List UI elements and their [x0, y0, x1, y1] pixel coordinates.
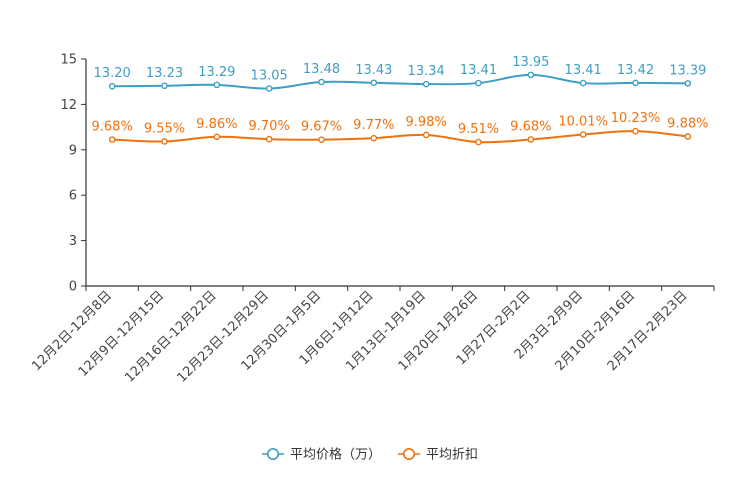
legend: 平均价格（万） 平均折扣 [262, 447, 478, 463]
data-point-price[interactable] [213, 81, 221, 89]
data-label-price: 13.23 [146, 66, 183, 81]
data-point-discount[interactable] [684, 133, 692, 140]
x-tick-label: 12月16日-12月22日 [122, 288, 219, 385]
x-tick-label: 12月23日-12月29日 [175, 288, 272, 385]
data-label-price: 13.41 [565, 63, 602, 78]
data-point-discount[interactable] [265, 135, 273, 143]
legend-item-discount[interactable]: 平均折扣 [398, 448, 478, 463]
data-label-price: 13.29 [198, 65, 235, 80]
data-point-discount[interactable] [579, 131, 587, 138]
data-label-price: 13.05 [251, 69, 288, 84]
data-point-price[interactable] [527, 71, 535, 79]
data-label-price: 13.42 [617, 63, 654, 78]
legend-marker-icon [402, 447, 415, 460]
data-label-discount: 9.70% [249, 119, 290, 134]
y-tick-label: 12 [60, 98, 77, 113]
data-point-discount[interactable] [318, 136, 325, 143]
data-label-price: 13.43 [355, 63, 392, 78]
data-label-price: 13.48 [303, 62, 340, 77]
data-point-discount[interactable] [527, 136, 535, 143]
y-tick-label: 3 [69, 234, 77, 249]
data-label-discount: 9.88% [667, 116, 708, 131]
data-point-discount[interactable] [475, 138, 482, 146]
data-label-discount: 9.51% [458, 122, 499, 137]
data-labels: 13.20 13.23 13.29 13.05 13.48 13.43 13.34 13.41… [92, 55, 709, 137]
data-label-discount: 10.01% [558, 115, 608, 130]
y-tick-label: 15 [60, 53, 77, 68]
legend-label: 平均折扣 [426, 448, 478, 463]
data-point-price[interactable] [684, 80, 692, 87]
data-point-price[interactable] [422, 80, 430, 88]
data-point-discount[interactable] [213, 133, 221, 141]
legend-marker-icon [266, 447, 279, 460]
legend-label: 平均价格（万） [290, 447, 381, 463]
data-point-price[interactable] [370, 79, 378, 87]
data-point-discount[interactable] [422, 131, 430, 139]
data-label-price: 13.41 [460, 63, 497, 78]
data-label-discount: 9.86% [196, 117, 237, 132]
series-line-discount [112, 130, 688, 144]
data-label-discount: 9.77% [353, 118, 394, 133]
data-label-discount: 10.23% [611, 111, 661, 126]
series-line-price [112, 73, 688, 90]
data-point-discount[interactable] [632, 127, 639, 135]
data-point-price[interactable] [579, 79, 587, 87]
data-point-discount[interactable] [161, 138, 168, 145]
data-point-price[interactable] [475, 79, 482, 87]
data-label-discount: 9.68% [92, 120, 133, 135]
series-layer [108, 71, 692, 146]
data-label-price: 13.39 [669, 63, 706, 78]
data-point-price[interactable] [318, 78, 325, 86]
data-label-discount: 9.55% [144, 121, 185, 136]
legend-item-price[interactable]: 平均价格（万） [262, 447, 381, 463]
axes: 0369121512月2日-12月8日12月9日-12月15日12月16日-12… [29, 53, 715, 386]
data-label-price: 13.34 [408, 64, 445, 79]
y-tick-label: 9 [69, 143, 77, 158]
y-tick-label: 0 [69, 280, 77, 295]
data-point-price[interactable] [632, 79, 639, 87]
data-point-discount[interactable] [108, 136, 116, 143]
data-point-price[interactable] [265, 85, 273, 92]
data-point-price[interactable] [161, 82, 168, 90]
data-label-price: 13.95 [512, 55, 549, 70]
data-label-discount: 9.98% [406, 115, 447, 130]
data-label-discount: 9.67% [301, 120, 342, 135]
data-point-discount[interactable] [370, 134, 378, 142]
data-point-price[interactable] [108, 82, 116, 90]
data-label-price: 13.20 [94, 66, 131, 81]
data-label-discount: 9.68% [510, 120, 551, 135]
y-tick-label: 6 [69, 189, 77, 204]
